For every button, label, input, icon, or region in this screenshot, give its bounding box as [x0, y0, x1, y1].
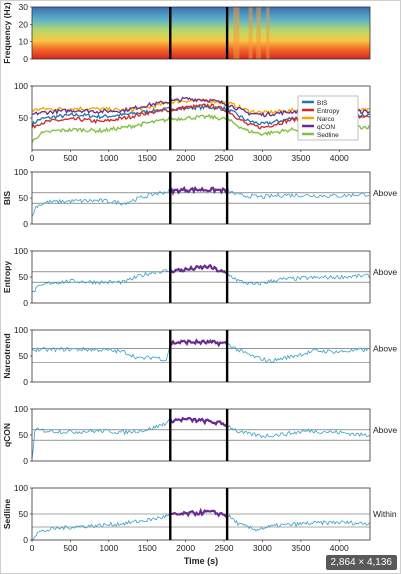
y-tick-label: 0: [23, 298, 28, 308]
x-tick-label: 4000: [330, 543, 349, 553]
x-tick-label: 500: [63, 153, 77, 163]
spectrogram-artifact-3: [266, 7, 270, 59]
spectrogram: [32, 7, 370, 59]
x-tick-label: 1000: [99, 153, 118, 163]
y-tick-label: 30: [19, 2, 29, 12]
legend-label-entropy: Entropy: [317, 108, 340, 115]
y-tick-label: 100: [14, 246, 28, 256]
x-tick-label: 2500: [215, 543, 234, 553]
x-tick-label: 1500: [138, 153, 157, 163]
x-tick-label: 3500: [291, 543, 310, 553]
y-tick-label: 50: [19, 430, 29, 440]
axes-frame: [31, 6, 371, 60]
x-tick-label: 3500: [291, 153, 310, 163]
x-tick-label: 1500: [138, 543, 157, 553]
y-tick-label: 0: [23, 456, 28, 466]
plot-area: [32, 409, 370, 461]
y-tick-label: 0: [23, 377, 28, 387]
state-annotation: Above: [373, 344, 397, 354]
plot-area: [32, 251, 370, 303]
x-tick-label: 2500: [215, 153, 234, 163]
y-axis-label: BIS: [2, 191, 12, 206]
panel-0: 0 10 20 30 Frequency (Hz): [2, 2, 371, 64]
x-tick-label: 0: [30, 543, 35, 553]
x-tick-label: 0: [30, 153, 35, 163]
x-tick-label: 3000: [253, 153, 272, 163]
epoch-highlight-trace: [169, 185, 228, 196]
y-tick-label: 10: [19, 37, 29, 47]
image-size-badge: 2,864 × 4,136: [325, 555, 397, 570]
y-tick-label: 100: [14, 483, 28, 493]
x-axis-label: Time (s): [184, 556, 218, 566]
spectrogram-artifact-1: [248, 7, 253, 59]
state-annotation: Above: [373, 267, 397, 277]
y-tick-label: 0: [23, 535, 28, 545]
legend-label-sedline: Sedline: [317, 132, 339, 139]
state-annotation: Above: [373, 188, 397, 198]
epoch-highlight-trace: [169, 416, 228, 428]
plot-area: [32, 330, 370, 382]
x-tick-label: 2000: [176, 153, 195, 163]
y-tick-label: 50: [19, 193, 29, 203]
spectrogram-artifact-0: [233, 7, 240, 59]
plot-area: [32, 172, 370, 224]
state-annotation: Above: [373, 425, 397, 435]
epoch-highlight-trace: [169, 338, 228, 348]
y-tick-label: 100: [14, 404, 28, 414]
x-tick-label: 500: [63, 543, 77, 553]
y-tick-label: 0: [23, 54, 28, 64]
y-tick-label: 100: [14, 81, 28, 91]
panel-2: Above 0 50 100 BIS: [2, 167, 397, 229]
x-tick-label: 1000: [99, 543, 118, 553]
y-tick-label: 50: [19, 351, 29, 361]
y-axis-label: qCON: [2, 423, 12, 447]
y-axis-label: Frequency (Hz): [2, 2, 12, 64]
legend-label-bis: BIS: [317, 100, 328, 107]
legend-label-narco: Narco: [317, 116, 335, 123]
y-axis-label: Entropy: [2, 261, 12, 293]
y-tick-label: 50: [19, 272, 29, 282]
state-annotation: Within: [373, 509, 397, 519]
y-tick-label: 100: [14, 167, 28, 177]
epoch-highlight-trace: [170, 507, 228, 518]
y-tick-label: 50: [19, 509, 29, 519]
x-tick-label: 2000: [176, 543, 195, 553]
y-axis-label: Sedline: [2, 499, 12, 530]
spectrogram-artifact-2: [256, 7, 261, 59]
x-tick-label: 4000: [330, 153, 349, 163]
x-tick-label: 3000: [253, 543, 272, 553]
y-tick-label: 0: [23, 219, 28, 229]
epoch-highlight-trace: [169, 263, 228, 275]
y-tick-label: 100: [14, 325, 28, 335]
legend-label-qcon: qCON: [317, 124, 335, 131]
y-axis-label: Narcotrend: [2, 333, 12, 378]
y-tick-label: 20: [19, 19, 29, 29]
y-tick-label: 50: [19, 113, 29, 123]
